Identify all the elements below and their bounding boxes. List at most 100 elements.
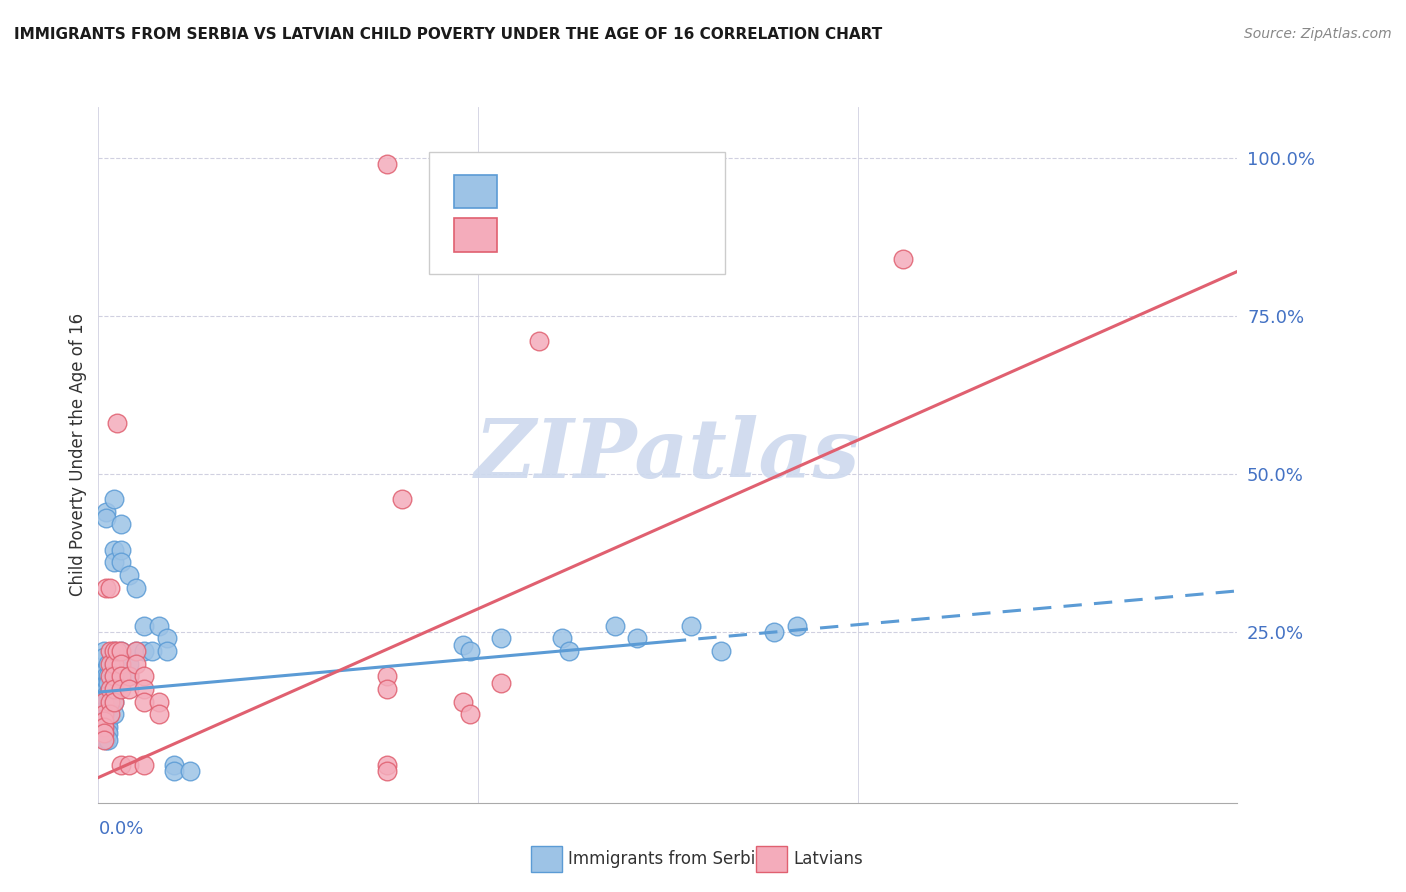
Text: IMMIGRANTS FROM SERBIA VS LATVIAN CHILD POVERTY UNDER THE AGE OF 16 CORRELATION : IMMIGRANTS FROM SERBIA VS LATVIAN CHILD … (14, 27, 883, 42)
Point (103, 542, 125, 557)
Point (103, 681, 125, 696)
Point (110, 556, 132, 570)
Point (489, 675, 512, 690)
Point (375, 681, 398, 696)
Point (679, 618, 702, 632)
Point (98, 657, 121, 671)
Point (375, 669, 398, 683)
Point (103, 695, 125, 709)
Text: Latvians: Latvians (793, 850, 863, 868)
Text: ZIPatlas: ZIPatlas (475, 415, 860, 495)
Point (103, 669, 125, 683)
Point (96, 657, 118, 671)
Text: 46: 46 (672, 226, 697, 244)
Point (94, 695, 117, 709)
Point (94, 505, 117, 519)
Point (460, 644, 482, 658)
Point (93, 644, 115, 658)
Point (96, 714, 118, 728)
FancyBboxPatch shape (429, 153, 725, 274)
Point (96, 732, 118, 747)
Point (94, 688, 117, 702)
Point (891, 252, 914, 266)
Point (94, 511, 117, 525)
Text: Source: ZipAtlas.com: Source: ZipAtlas.com (1244, 27, 1392, 41)
Point (96, 675, 118, 690)
Point (103, 707, 125, 722)
Point (94, 669, 117, 683)
Point (110, 644, 132, 658)
Point (94, 726, 117, 740)
Point (94, 681, 117, 696)
Point (460, 707, 482, 722)
Point (96, 669, 118, 683)
Point (110, 669, 132, 683)
Point (156, 632, 179, 646)
Point (451, 638, 474, 652)
Point (93, 720, 115, 734)
Point (489, 632, 512, 646)
Point (391, 492, 413, 507)
Point (558, 644, 581, 658)
Point (603, 618, 626, 632)
Point (110, 657, 132, 671)
Point (103, 681, 125, 696)
Point (148, 695, 170, 709)
Point (93, 714, 115, 728)
Point (375, 757, 398, 772)
Point (96, 688, 118, 702)
Point (103, 492, 125, 507)
Point (107, 644, 129, 658)
Point (103, 657, 125, 671)
Text: Immigrants from Serbia: Immigrants from Serbia (568, 850, 765, 868)
Point (110, 542, 132, 557)
Text: 0.0%: 0.0% (98, 821, 143, 838)
Point (125, 657, 148, 671)
Point (96, 695, 118, 709)
Point (163, 757, 186, 772)
Point (132, 618, 155, 632)
Text: N =: N = (624, 226, 665, 244)
Point (107, 417, 129, 431)
Point (550, 632, 572, 646)
Point (94, 663, 117, 677)
Point (93, 650, 115, 665)
Point (125, 644, 148, 658)
Point (94, 714, 117, 728)
Point (94, 732, 117, 747)
Point (103, 556, 125, 570)
Point (132, 757, 155, 772)
Point (125, 581, 148, 595)
Text: R =: R = (510, 226, 550, 244)
Point (94, 720, 117, 734)
Point (110, 657, 132, 671)
Point (451, 695, 474, 709)
Point (94, 707, 117, 722)
Point (98, 681, 121, 696)
Point (93, 726, 115, 740)
Point (96, 707, 118, 722)
FancyBboxPatch shape (454, 219, 498, 252)
Point (110, 517, 132, 532)
Point (527, 334, 550, 348)
Text: 0.602: 0.602 (562, 226, 619, 244)
Point (132, 669, 155, 683)
Point (132, 695, 155, 709)
Point (103, 644, 125, 658)
Point (93, 732, 115, 747)
Point (94, 675, 117, 690)
Point (626, 632, 648, 646)
Point (94, 701, 117, 715)
Point (98, 644, 121, 658)
Point (125, 644, 148, 658)
Text: R =: R = (510, 182, 550, 200)
Point (118, 669, 141, 683)
Point (103, 644, 125, 658)
Point (94, 581, 117, 595)
Point (763, 625, 786, 640)
Point (96, 701, 118, 715)
Point (110, 757, 132, 772)
Point (179, 764, 201, 779)
Text: 71: 71 (672, 182, 697, 200)
Point (118, 568, 141, 582)
